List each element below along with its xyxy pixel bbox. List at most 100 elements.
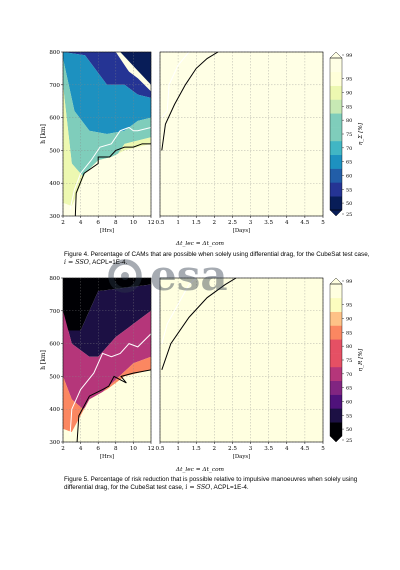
heatmap-panel-hours: 2 4 6 8 10 12 [Hrs] 300 400 500 600 700 800: [49, 50, 155, 234]
y-tick-label: 400: [49, 181, 60, 187]
heatmap-region: [160, 278, 208, 390]
contour-99-line: [161, 278, 237, 371]
x-tick-label: 1.5: [192, 446, 201, 452]
x-tick-label: 2.5: [228, 220, 237, 226]
x-tick-label: 12: [147, 220, 155, 226]
heatmap-region: [160, 52, 323, 216]
x-tick-label: 5: [321, 220, 325, 226]
colorbar-tick-label: 99: [346, 53, 352, 59]
x-tick-label: 4.5: [300, 220, 309, 226]
x-tick-label: 1: [176, 220, 180, 226]
x-axis-label: Δt_lec = Δt_com: [175, 241, 225, 247]
logo-ring: [108, 259, 142, 293]
caption-text: Figure 4. Percentage of CAMs that are po…: [64, 251, 370, 258]
caption-text-tail: , ACPL=1E-4.: [210, 484, 249, 491]
x-tick-label: 0.5: [156, 220, 165, 226]
colorbar-segment: [330, 311, 342, 326]
colorbar-extend-max: [329, 51, 343, 59]
contour-99-line: [76, 369, 151, 442]
contours: [161, 278, 237, 371]
heatmap-region: [63, 284, 151, 357]
colorbar-tick-label: 90: [346, 317, 352, 323]
colorbar-segment: [330, 394, 342, 409]
caption-math: i = SSO: [185, 484, 211, 491]
colorbar-extend-min: [329, 209, 343, 217]
colorbar-segment: [330, 168, 342, 183]
x-tick-label: 3: [249, 446, 253, 452]
x-unit-label: [Days]: [233, 454, 251, 460]
y-tick-label: 500: [49, 148, 60, 154]
colorbar-tick-label: 60: [346, 399, 352, 405]
colorbar-tick-label: 25: [346, 212, 352, 218]
colorbar-segment: [330, 284, 342, 299]
heatmap-panel-hours: 2 4 6 8 10 12 [Hrs] 300 400 500 600 700 800: [49, 276, 155, 460]
colorbar-segment: [330, 71, 342, 86]
panel-frame: [62, 277, 152, 443]
colorbar-tick-label: 50: [346, 427, 352, 433]
colorbar-segment: [330, 366, 342, 382]
colorbar-tick-label: 75: [346, 132, 352, 138]
contour-95-line: [161, 52, 190, 118]
x-tick-label: 3.5: [264, 446, 273, 452]
y-tick-label: 300: [49, 214, 60, 220]
panel-frame: [62, 51, 152, 217]
colorbar-tick-label: 60: [346, 173, 352, 179]
x-tick-label: 4: [285, 220, 289, 226]
colorbar-segment: [330, 422, 342, 437]
contour-99-line: [161, 52, 219, 151]
y-tick-label: 700: [49, 309, 60, 315]
colorbar: 25 50 55 60 65 70 75 80 85 90 95 99 η_Σ [%]: [329, 51, 364, 218]
colorbar-tick-label: 65: [346, 160, 352, 166]
panel-frame: [159, 277, 324, 443]
x-unit-label: [Hrs]: [100, 228, 114, 234]
contour-95-line: [161, 278, 197, 344]
heatmap-regions: [160, 52, 323, 216]
heatmap-region: [63, 52, 151, 134]
heatmap-region: [160, 278, 323, 442]
x-tick-label: 8: [114, 220, 118, 226]
heatmap-region: [63, 52, 151, 85]
x-tick-label: 10: [130, 220, 138, 226]
colorbar-segment: [330, 85, 342, 100]
colorbar-segment: [330, 325, 342, 340]
colorbar-tick-label: 90: [346, 91, 352, 97]
heatmap-region: [63, 58, 151, 184]
colorbar-segment: [330, 140, 342, 156]
colorbar-segment: [330, 154, 342, 169]
y-tick-label: 600: [49, 342, 60, 348]
x-tick-label: 8: [114, 446, 118, 452]
heatmap-regions: [160, 278, 323, 442]
colorbar-label: η_Σ [%]: [358, 122, 364, 145]
heatmap-region: [63, 369, 151, 442]
colorbar-tick-label: 50: [346, 201, 352, 207]
contour-95-line: [69, 126, 151, 210]
y-tick-label: 800: [49, 50, 60, 56]
colorbar-tick-label: 65: [346, 386, 352, 392]
x-tick-label: 4: [79, 220, 83, 226]
figure-5-caption: Figure 5. Percentage of risk reduction t…: [64, 476, 370, 492]
colorbar-tick-label: 70: [346, 372, 352, 378]
y-tick-label: 400: [49, 407, 60, 413]
colorbar-segment: [330, 408, 342, 423]
logo-dot: [121, 272, 129, 280]
caption-math: i = SSO: [64, 259, 89, 266]
x-tick-label: 10: [130, 446, 138, 452]
panel-frame: [159, 51, 324, 217]
x-axis-label: Δt_lec = Δt_com: [175, 467, 225, 473]
colorbar-segment: [330, 297, 342, 312]
heatmap-region: [63, 278, 151, 331]
colorbar-tick-label: 95: [346, 77, 352, 83]
colorbar-segment: [330, 58, 342, 73]
x-tick-label: 2: [61, 446, 65, 452]
colorbar-segment: [330, 339, 342, 354]
y-axis-label: h [km]: [40, 350, 47, 370]
colorbar-extend-min: [329, 435, 343, 443]
heatmap-region: [63, 356, 151, 433]
x-tick-label: 1: [176, 446, 180, 452]
x-tick-label: 2: [61, 220, 65, 226]
colorbar-tick-label: 80: [346, 344, 352, 350]
colorbar-tick-label: 55: [346, 187, 352, 193]
colorbar-segment: [330, 380, 342, 395]
